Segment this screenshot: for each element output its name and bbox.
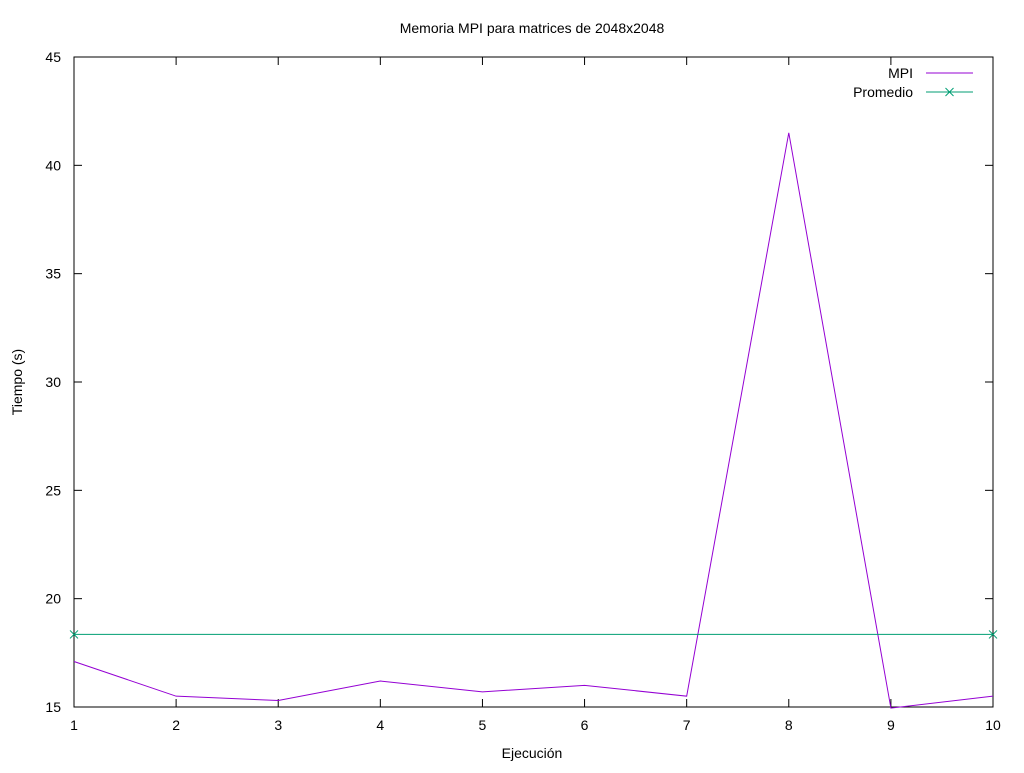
x-tick-label: 4: [376, 717, 384, 733]
data-point-marker: [988, 630, 998, 639]
y-tick-label: 25: [45, 482, 61, 498]
x-tick-label: 5: [479, 717, 487, 733]
x-tick-label: 6: [581, 717, 589, 733]
legend: MPI Promedio: [853, 65, 973, 100]
y-tick-label: 40: [45, 157, 61, 173]
y-tick-label: 20: [45, 591, 61, 607]
x-axis-label: Ejecución: [502, 745, 563, 761]
x-tick-label: 3: [274, 717, 282, 733]
x-tick-label: 8: [785, 717, 793, 733]
series-layer: [69, 132, 998, 709]
x-tick-label: 2: [172, 717, 180, 733]
y-tick-label: 35: [45, 266, 61, 282]
data-point-marker: [69, 630, 79, 639]
legend-label: MPI: [888, 65, 913, 81]
series-line-mpi: [73, 132, 994, 709]
x-tick-label: 1: [70, 717, 78, 733]
legend-label: Promedio: [853, 84, 913, 100]
x-tick-label: 10: [985, 717, 1001, 733]
chart-title: Memoria MPI para matrices de 2048x2048: [400, 20, 665, 36]
legend-marker: [945, 87, 954, 97]
y-tick-label: 15: [45, 699, 61, 715]
x-tick-label: 9: [887, 717, 895, 733]
y-tick-label: 30: [45, 374, 61, 390]
y-axis-label: Tiempo (s): [9, 349, 25, 415]
x-tick-label: 7: [683, 717, 691, 733]
plot-area-frame: [73, 56, 994, 708]
y-tick-label: 45: [45, 49, 61, 65]
